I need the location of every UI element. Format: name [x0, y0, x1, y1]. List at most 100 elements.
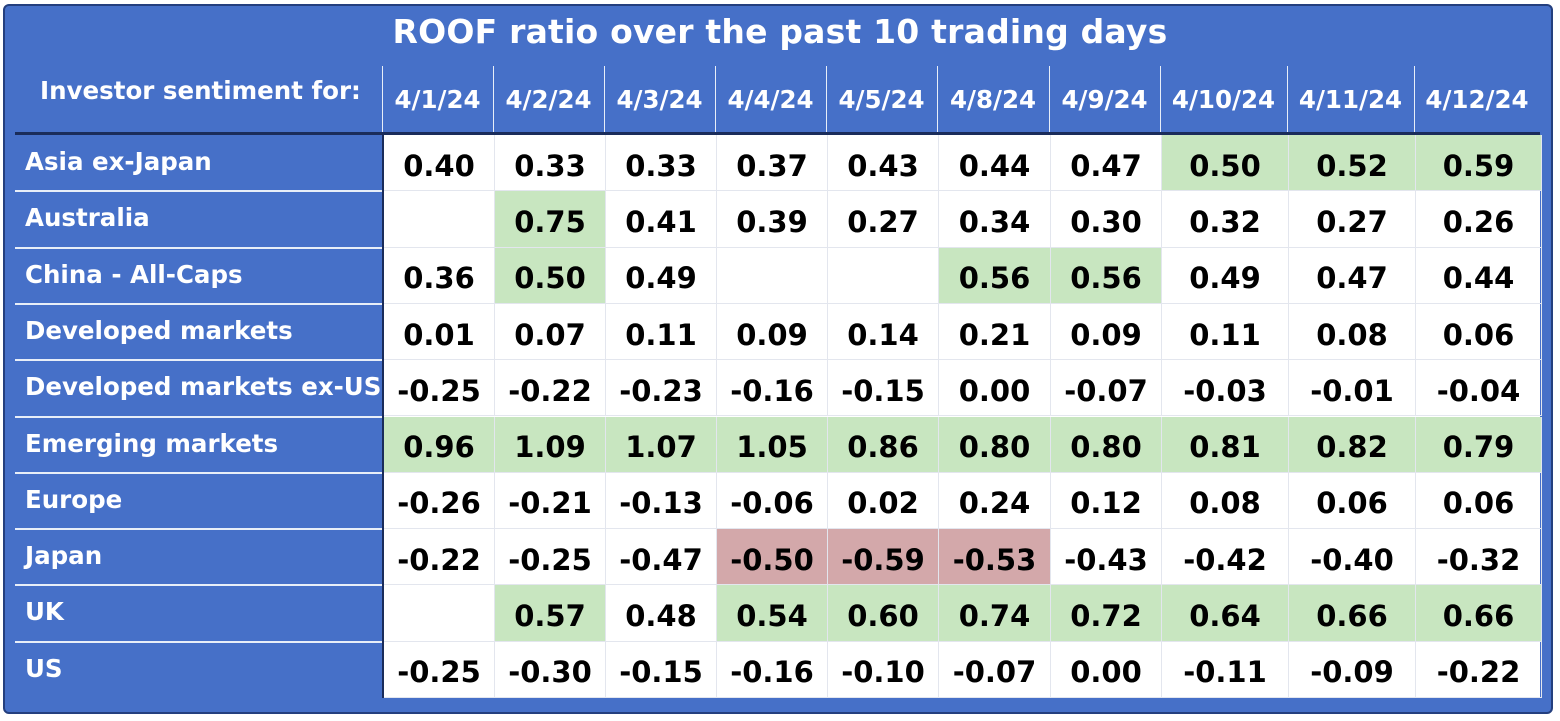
table-cell: 0.06 [1416, 472, 1542, 530]
table-cell: -0.59 [828, 529, 939, 586]
table-cell: 0.39 [717, 191, 828, 248]
table-cell: 0.60 [828, 585, 939, 642]
table-cell: 0.52 [1289, 135, 1416, 192]
column-header: 4/1/24 [394, 84, 481, 114]
column-separator [493, 66, 494, 132]
column-header: 4/11/24 [1298, 84, 1403, 114]
table-cell: -0.13 [606, 472, 717, 530]
table-cell: -0.16 [717, 641, 828, 698]
table-cell: 0.27 [828, 191, 939, 248]
row-separator [15, 190, 382, 193]
table-cell: 0.00 [939, 360, 1051, 417]
table-cell [384, 585, 495, 642]
row-separator [15, 584, 382, 587]
table-cell: -0.16 [717, 360, 828, 417]
table-cell: 0.14 [828, 303, 939, 361]
table-cell: 0.96 [384, 416, 495, 473]
table-cell: -0.15 [606, 641, 717, 698]
table-cell: -0.25 [384, 641, 495, 698]
table-cell: 0.08 [1162, 472, 1289, 530]
header-rule [15, 132, 1540, 135]
table-cell: 0.44 [1416, 247, 1542, 304]
table-cell: 0.80 [939, 416, 1051, 473]
chart-title: ROOF ratio over the past 10 trading days [392, 12, 1168, 51]
table-cell: -0.47 [606, 529, 717, 586]
row-separator [15, 528, 382, 531]
table-cell: 0.80 [1051, 416, 1162, 473]
table-cell: 0.06 [1416, 303, 1542, 361]
table-cell: 0.48 [606, 585, 717, 642]
row-header-label: Investor sentiment for: [40, 76, 361, 105]
column-separator [937, 66, 938, 132]
column-separator [604, 66, 605, 132]
table-cell [384, 191, 495, 248]
table-cell: -0.07 [1051, 360, 1162, 417]
column-header: 4/3/24 [616, 84, 703, 114]
row-label: Asia ex-Japan [25, 147, 212, 176]
table-cell: -0.03 [1162, 360, 1289, 417]
table-cell: -0.42 [1162, 529, 1289, 586]
table-cell: -0.09 [1289, 641, 1416, 698]
table-cell: -0.22 [1416, 641, 1542, 698]
table-cell: 0.86 [828, 416, 939, 473]
table-cell: 0.47 [1289, 247, 1416, 304]
row-separator [15, 415, 382, 418]
table-cell: -0.32 [1416, 529, 1542, 586]
table-cell: 0.02 [828, 472, 939, 530]
column-header: 4/8/24 [949, 84, 1037, 114]
table-cell: 0.09 [1051, 303, 1162, 361]
column-separator [715, 66, 716, 132]
table-cell: -0.30 [495, 641, 606, 698]
table-cell: 0.47 [1051, 135, 1162, 192]
row-label: UK [25, 597, 64, 627]
column-header: 4/10/24 [1171, 84, 1276, 114]
table-cell: 0.26 [1416, 191, 1542, 248]
table-cell: -0.10 [828, 641, 939, 698]
row-separator [15, 359, 382, 362]
row-label: US [25, 653, 63, 683]
table-cell: -0.40 [1289, 529, 1416, 586]
column-separator [1414, 66, 1415, 132]
table-cell: 0.82 [1289, 416, 1416, 473]
column-separator [382, 66, 383, 132]
row-label: Japan [25, 541, 103, 571]
column-separator [1049, 66, 1050, 132]
row-label: Developed markets ex-US [25, 372, 382, 402]
row-label: China - All-Caps [25, 259, 243, 289]
table-cell: 0.72 [1051, 585, 1162, 642]
table-cell: 0.11 [606, 303, 717, 361]
table-cell: -0.11 [1162, 641, 1289, 698]
table-cell: 0.41 [606, 191, 717, 248]
table-cell: -0.25 [384, 360, 495, 417]
column-separator [826, 66, 827, 132]
row-label: Australia [25, 203, 150, 233]
column-header: 4/9/24 [1061, 84, 1148, 114]
table-cell: 0.24 [939, 472, 1051, 530]
row-separator [15, 640, 382, 643]
table-cell: 0.44 [939, 135, 1051, 192]
table-cell: -0.07 [939, 641, 1051, 698]
table-cell: 0.32 [1162, 191, 1289, 248]
row-separator [15, 471, 382, 474]
table-cell: 0.21 [939, 303, 1051, 361]
data-grid: 0.40 0.33 0.33 0.37 0.43 0.44 0.47 0.50 0.52 0.59… [382, 135, 1542, 698]
table-cell: -0.26 [384, 472, 495, 530]
table-cell: -0.04 [1416, 360, 1542, 417]
table-cell: 1.09 [495, 416, 606, 473]
table-cell: 0.66 [1289, 585, 1416, 642]
table-cell: 0.08 [1289, 303, 1416, 361]
table-cell: 0.56 [939, 247, 1051, 304]
row-label: Emerging markets [25, 428, 279, 458]
table-cell: 0.36 [384, 247, 495, 304]
table-cell: -0.01 [1289, 360, 1416, 417]
row-separator [15, 246, 382, 249]
table-cell: -0.06 [717, 472, 828, 530]
table-cell: 0.64 [1162, 585, 1289, 642]
table-cell: 0.79 [1416, 416, 1542, 473]
table-cell [828, 247, 939, 304]
table-cell: -0.43 [1051, 529, 1162, 586]
table-cell: 0.07 [495, 303, 606, 361]
table-cell: 0.50 [1162, 135, 1289, 192]
column-header: 4/4/24 [727, 84, 814, 114]
table-cell: 0.66 [1416, 585, 1542, 642]
